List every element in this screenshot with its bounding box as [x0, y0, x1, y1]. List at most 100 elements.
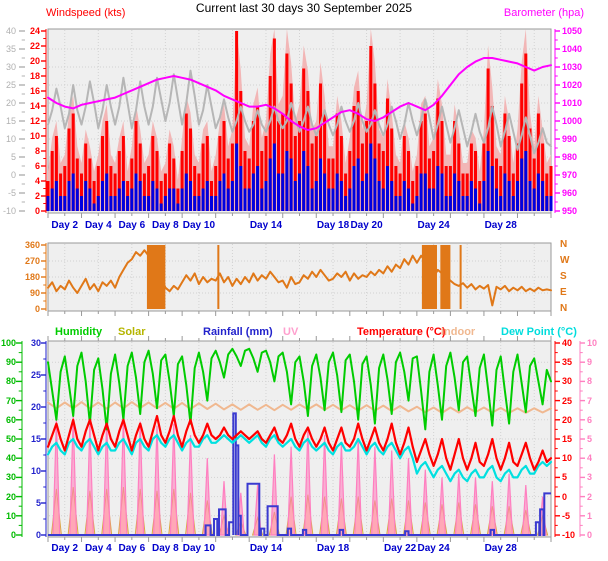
- rain-axis-tick: 30: [30, 338, 41, 348]
- gray-axis-tick: 25: [5, 80, 16, 90]
- uv-axis-tick: 5: [587, 434, 593, 444]
- wind-axis-tick: 0: [34, 206, 40, 216]
- day-label-bottom: Day 22: [383, 543, 417, 554]
- indoor-line: [47, 401, 552, 414]
- temperature-line: [46, 414, 553, 471]
- uv-axis-tick: 6: [587, 414, 593, 425]
- wind-axis-tick: 18: [29, 71, 40, 81]
- baro-axis-tick: 970: [562, 170, 578, 180]
- temp-axis-tick: -10: [562, 530, 576, 540]
- compass-label: E: [560, 287, 567, 298]
- baro-axis-tick: 1030: [562, 62, 583, 72]
- gray-line: [47, 69, 552, 155]
- direction-axis-tick: 360: [24, 240, 40, 250]
- gray-axis-tick: 10: [5, 134, 16, 144]
- temp-axis-tick: 5: [562, 472, 568, 483]
- dewpoint-line: [46, 434, 553, 483]
- uv-axis-tick: 9: [587, 357, 593, 368]
- compass-label: S: [560, 271, 567, 282]
- gray-axis-tick: 40: [5, 26, 16, 36]
- day-label-top: Day 2: [51, 220, 79, 231]
- baro-axis-tick: 950: [562, 206, 578, 216]
- day-label-top: Day 14: [249, 220, 283, 231]
- windspeed-axis-label: Windspeed (kts): [46, 7, 126, 19]
- compass-label: N: [560, 303, 568, 314]
- direction-stripe: [459, 245, 462, 309]
- direction-axis-tick: 90: [29, 288, 40, 298]
- day-label-bottom: Day 4: [84, 543, 112, 554]
- humidity-axis-tick: 90: [5, 357, 16, 368]
- direction-line: [47, 249, 552, 307]
- uv-axis-tick: 8: [587, 376, 593, 387]
- temp-axis-tick: 30: [562, 376, 573, 387]
- legend-indoor: Indoor: [441, 326, 476, 338]
- uv-axis-tick: 3: [587, 472, 593, 483]
- compass-label: W: [560, 255, 570, 266]
- day-label-top: Day 20: [350, 220, 383, 231]
- baro-axis-tick: 1040: [562, 44, 583, 54]
- legend-humidity: Humidity: [55, 326, 103, 338]
- baro-axis-tick: 1010: [562, 98, 583, 108]
- wind-axis-tick: 10: [29, 131, 40, 141]
- humidity-axis-tick: 60: [5, 414, 16, 425]
- day-label-top: Day 10: [182, 220, 216, 231]
- day-label-top: Day 8: [152, 220, 179, 231]
- baro-axis-tick: 980: [562, 152, 578, 162]
- humidity-axis-tick: 70: [5, 395, 16, 406]
- wind-axis-tick: 14: [29, 101, 40, 111]
- wind-axis-tick: 20: [29, 56, 40, 66]
- gray-axis-tick: 35: [5, 44, 16, 54]
- day-label-bottom: Day 24: [417, 543, 450, 554]
- baro-axis-tick: 1050: [562, 26, 583, 36]
- rainfall-line: [48, 412, 551, 536]
- uv-axis-tick: 7: [587, 395, 593, 406]
- barometer-line: [47, 57, 552, 131]
- legend-dew-point-c: Dew Point (°C): [501, 326, 577, 338]
- wind-axis-tick: 22: [29, 41, 40, 51]
- gray-axis-tick: 5: [10, 152, 16, 162]
- baro-axis-tick: 1020: [562, 80, 583, 90]
- rain-axis-tick: 5: [35, 498, 41, 508]
- temp-axis-tick: 15: [562, 434, 573, 444]
- day-label-top: Day 4: [84, 220, 112, 231]
- rain-axis-tick: 10: [30, 466, 41, 476]
- day-label-top: Day 6: [118, 220, 146, 231]
- day-label-bottom: Day 14: [249, 543, 283, 554]
- wind-axis-tick: 8: [34, 146, 40, 156]
- wind-axis-tick: 2: [34, 191, 40, 201]
- humidity-axis-tick: 10: [5, 510, 16, 521]
- humidity-axis-tick: 20: [5, 491, 16, 502]
- uv-axis-tick: 10: [587, 338, 598, 348]
- legend-uv: UV: [283, 326, 299, 338]
- humidity-line: [47, 347, 552, 431]
- temp-axis-tick: 40: [562, 338, 573, 348]
- rain-axis-tick: 15: [30, 434, 41, 444]
- gray-axis-tick: -10: [2, 206, 16, 216]
- wind-axis-tick: 12: [29, 116, 40, 126]
- humidity-axis-tick: 80: [5, 376, 16, 387]
- humidity-axis-tick: 100: [0, 338, 16, 348]
- rain-axis-tick: 0: [35, 530, 41, 540]
- chart-title: Current last 30 days 30 September 2025: [195, 1, 413, 15]
- wind-axis-tick: 6: [34, 161, 40, 171]
- wind-axis-tick: 4: [34, 176, 40, 186]
- uv-axis-tick: 2: [587, 491, 593, 502]
- direction-axis-tick: 270: [24, 256, 40, 266]
- temp-axis-tick: -5: [562, 510, 571, 521]
- gray-axis-tick: 0: [10, 170, 16, 180]
- day-label-top: Day 18: [316, 220, 350, 231]
- direction-stripe: [146, 245, 166, 309]
- gray-axis-tick: 20: [5, 98, 16, 108]
- uv-axis-tick: 0: [587, 530, 593, 540]
- humidity-axis-tick: 30: [5, 472, 16, 483]
- temp-axis-tick: 35: [562, 357, 573, 368]
- gray-axis-tick: 30: [5, 62, 16, 72]
- rain-axis-tick: 20: [30, 402, 41, 412]
- humidity-axis-tick: 50: [5, 434, 16, 444]
- avgwind-bars: [46, 143, 553, 211]
- baro-axis-tick: 990: [562, 134, 578, 144]
- day-label-bottom: Day 8: [152, 543, 179, 554]
- legend-rainfall-mm: Rainfall (mm): [203, 326, 273, 338]
- legend-solar: Solar: [118, 326, 146, 338]
